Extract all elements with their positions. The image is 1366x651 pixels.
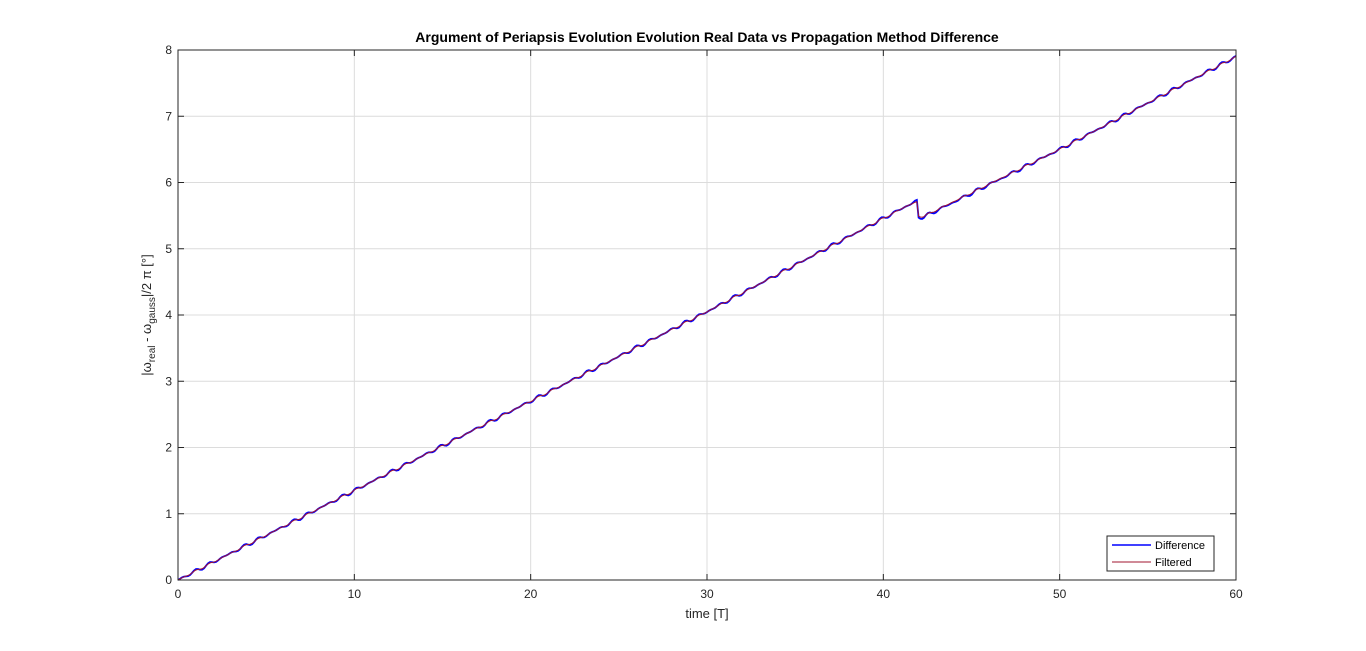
y-tick-label: 6 [165, 176, 172, 190]
x-tick-label: 20 [524, 587, 538, 601]
x-tick-label: 30 [700, 587, 714, 601]
y-tick-label: 3 [165, 374, 172, 388]
y-label-open: |ω [139, 362, 154, 376]
y-tick-label: 4 [165, 308, 172, 322]
legend: Difference Filtered [1106, 535, 1215, 572]
x-tick-label: 50 [1053, 587, 1067, 601]
legend-label-difference: Difference [1155, 540, 1205, 552]
x-tick-label: 60 [1229, 587, 1243, 601]
x-tick-label: 10 [348, 587, 362, 601]
x-tick-label: 40 [877, 587, 891, 601]
legend-box [1106, 535, 1215, 572]
legend-label-filtered: Filtered [1155, 557, 1192, 569]
y-label-sub-real: real [147, 346, 158, 363]
y-axis-label: |ωreal - ωgauss|/2 π [°] [139, 254, 158, 375]
y-tick-label: 8 [165, 43, 172, 57]
x-axis-label: time [T] [685, 606, 728, 621]
x-axis: 0 10 20 30 40 50 60 [175, 50, 1243, 601]
y-tick-label: 7 [165, 109, 172, 123]
y-label-sub-gauss: gauss [147, 297, 158, 324]
y-tick-label: 5 [165, 242, 172, 256]
chart-title: Argument of Periapsis Evolution Evolutio… [415, 29, 999, 45]
y-tick-label: 1 [165, 507, 172, 521]
y-label-mid: - ω [139, 324, 154, 346]
series-layer [177, 55, 1237, 581]
y-axis: 0 1 2 3 4 5 6 7 8 [165, 43, 1236, 587]
y-label-close: |/2 π [°] [139, 254, 154, 297]
y-tick-label: 2 [165, 441, 172, 455]
series-line-filtered [177, 55, 1237, 581]
x-tick-label: 0 [175, 587, 182, 601]
y-tick-label: 0 [165, 573, 172, 587]
